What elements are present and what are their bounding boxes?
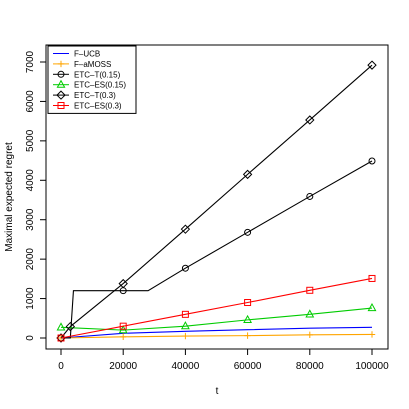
y-tick-label: 4000	[25, 169, 36, 192]
data-point	[120, 333, 127, 341]
data-point	[306, 192, 314, 200]
data-point	[181, 264, 189, 272]
legend-item: F–UCB	[53, 50, 100, 59]
data-point	[244, 299, 252, 307]
x-axis-label: t	[216, 386, 219, 397]
legend-label: ETC–ES(0.3)	[74, 102, 122, 111]
data-point	[56, 322, 66, 331]
data-point	[305, 309, 315, 318]
series-2	[57, 331, 376, 342]
data-point	[181, 310, 189, 318]
legend-marker	[56, 90, 66, 100]
data-point	[242, 169, 253, 180]
legend-marker	[57, 60, 65, 68]
y-tick-label: 7000	[25, 50, 36, 73]
legend-label: ETC–ES(0.15)	[74, 81, 126, 90]
data-point	[182, 332, 189, 340]
data-point	[306, 286, 314, 294]
x-tick-label: 60000	[234, 361, 262, 372]
legend-item: ETC–ES(0.3)	[53, 102, 122, 111]
data-point	[367, 60, 377, 70]
y-axis-label: Maximal expected regret	[4, 142, 15, 252]
y-tick-label: 2000	[25, 248, 36, 271]
series-line	[60, 333, 373, 339]
data-point	[57, 334, 65, 342]
data-point	[180, 224, 191, 234]
series-line	[60, 64, 373, 339]
x-tick-label: 40000	[171, 361, 199, 372]
data-point	[244, 228, 252, 236]
data-point	[65, 321, 76, 332]
series-line	[60, 277, 373, 339]
legend-label: ETC–T(0.15)	[74, 70, 121, 79]
x-tick-label: 0	[58, 361, 64, 372]
series-line	[60, 326, 373, 339]
series-layer	[56, 60, 377, 343]
series-4	[56, 302, 377, 334]
data-point	[180, 321, 190, 330]
y-tick-label: 3000	[25, 208, 36, 231]
legend-item: ETC–T(0.3)	[53, 90, 116, 100]
legend-label: F–aMOSS	[74, 60, 111, 69]
legend-label: F–UCB	[74, 50, 100, 59]
series-3	[57, 157, 376, 342]
x-axis: 0 20000 40000 60000 80000 100000	[58, 348, 389, 372]
legend-marker	[57, 102, 65, 109]
series-6	[57, 274, 376, 342]
data-point	[367, 302, 377, 312]
data-point	[119, 322, 127, 330]
y-tick-label: 6000	[25, 90, 36, 113]
y-axis: 0 1000 2000 3000 4000 5000 6000 7000	[25, 50, 47, 341]
x-tick-label: 100000	[355, 361, 389, 372]
data-point	[118, 278, 128, 289]
data-point	[244, 332, 251, 339]
y-tick-label: 1000	[25, 287, 36, 310]
legend-item: ETC–T(0.15)	[53, 70, 121, 79]
data-point	[368, 331, 376, 338]
series-line	[61, 160, 373, 339]
series-1	[60, 326, 373, 339]
legend-label: ETC–T(0.3)	[74, 91, 116, 100]
data-point	[305, 115, 315, 125]
legend-item: ETC–ES(0.15)	[53, 79, 126, 90]
y-tick-label: 5000	[25, 129, 36, 152]
data-point	[306, 331, 313, 339]
x-tick-label: 20000	[109, 361, 137, 372]
legend-item: F–aMOSS	[53, 60, 111, 69]
data-point	[243, 314, 253, 323]
legend-marker	[56, 79, 66, 88]
x-tick-label: 80000	[296, 361, 324, 372]
series-line	[60, 307, 373, 331]
data-point	[368, 157, 376, 165]
legend-marker	[57, 70, 65, 78]
data-point	[368, 274, 376, 282]
y-tick-label: 0	[25, 335, 36, 341]
